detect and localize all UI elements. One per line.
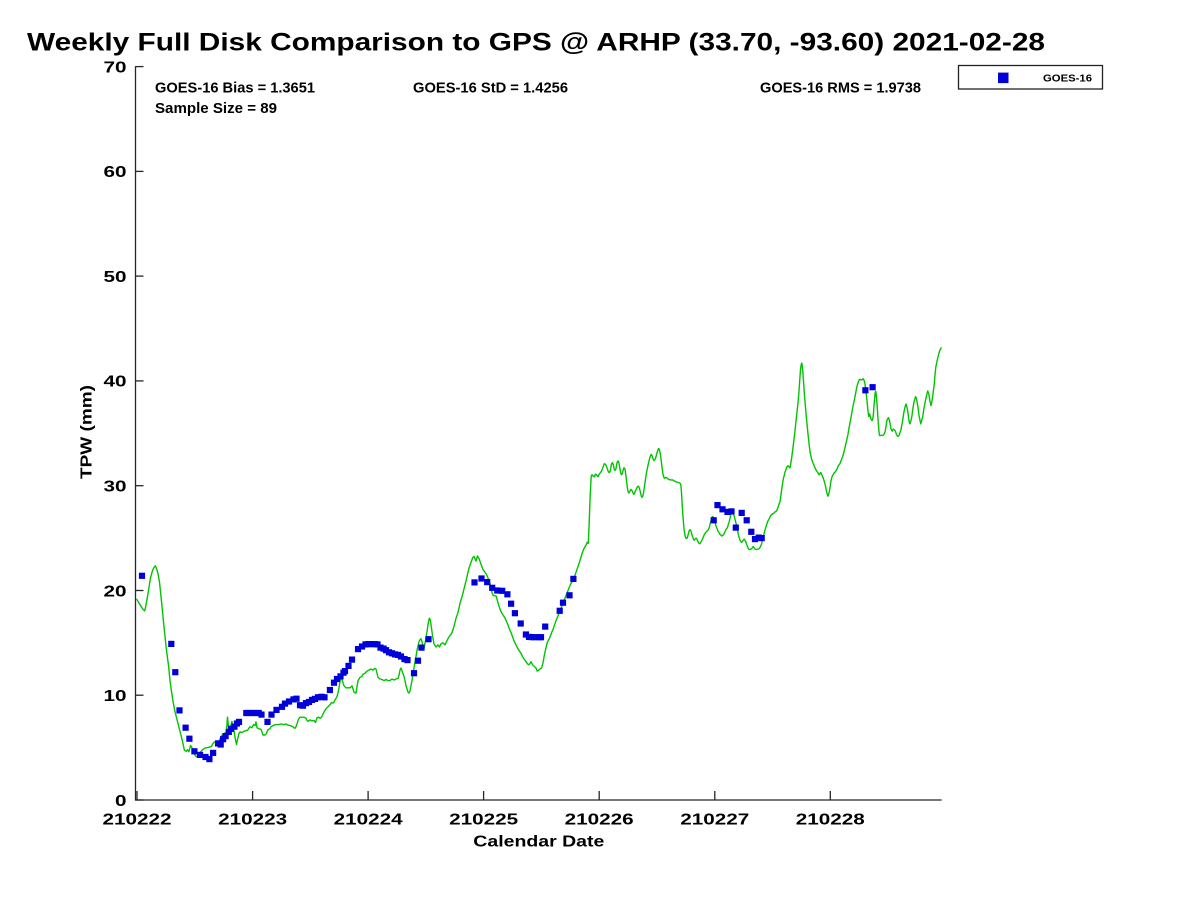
svg-text:210223: 210223: [218, 812, 287, 829]
svg-text:Weekly Full Disk Comparison to: Weekly Full Disk Comparison to GPS @ ARH…: [27, 29, 1045, 57]
svg-text:210228: 210228: [796, 812, 865, 829]
svg-text:Sample Size = 89: Sample Size = 89: [155, 100, 277, 117]
svg-text:210225: 210225: [449, 812, 518, 829]
svg-text:60: 60: [104, 164, 127, 181]
svg-text:40: 40: [104, 374, 127, 391]
svg-text:50: 50: [104, 269, 127, 286]
svg-text:210224: 210224: [334, 812, 403, 829]
svg-text:210227: 210227: [680, 812, 749, 829]
svg-text:30: 30: [104, 479, 127, 496]
svg-text:GOES-16 RMS = 1.9738: GOES-16 RMS = 1.9738: [760, 79, 921, 96]
svg-text:210222: 210222: [103, 812, 172, 829]
svg-text:GOES-16: GOES-16: [1043, 72, 1092, 84]
svg-text:20: 20: [104, 583, 127, 600]
svg-text:0: 0: [115, 793, 127, 810]
svg-text:Calendar Date: Calendar Date: [473, 834, 604, 851]
svg-text:GOES-16 Bias = 1.3651: GOES-16 Bias = 1.3651: [155, 79, 315, 96]
svg-text:70: 70: [104, 59, 127, 76]
svg-text:GOES-16 StD = 1.4256: GOES-16 StD = 1.4256: [413, 79, 568, 96]
svg-text:TPW (mm): TPW (mm): [79, 385, 96, 479]
svg-text:10: 10: [104, 688, 127, 705]
svg-text:210226: 210226: [565, 812, 634, 829]
